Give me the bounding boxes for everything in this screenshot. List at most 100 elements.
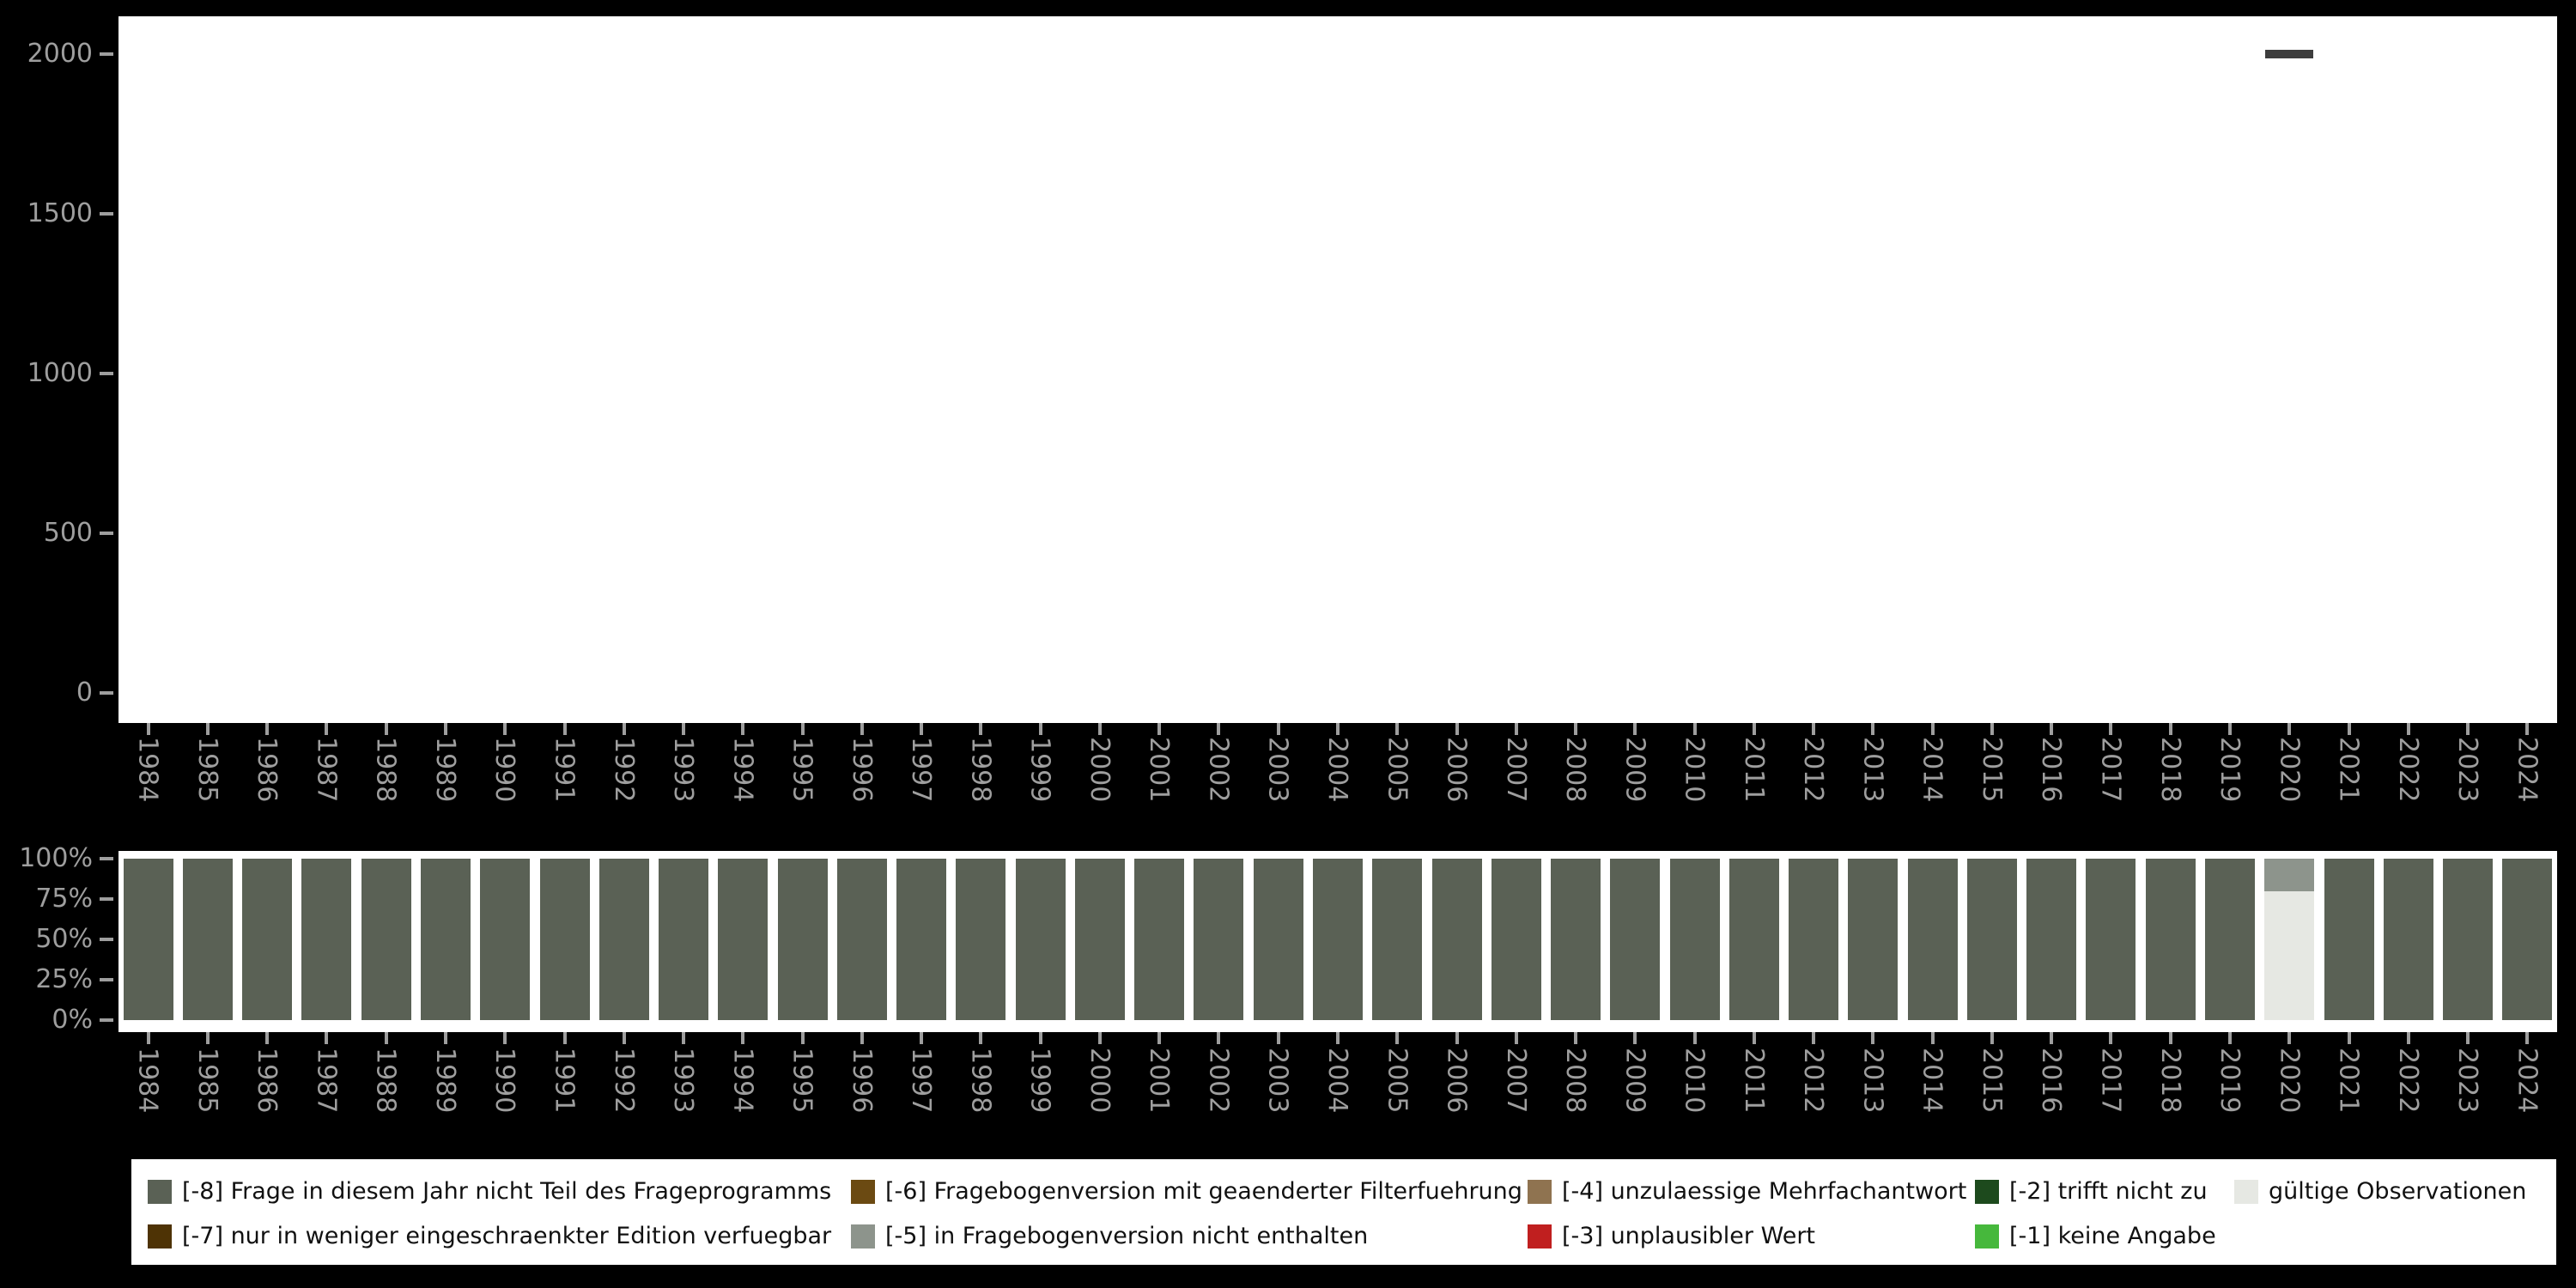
x-axis-year-label: 2010 [1679, 737, 1710, 803]
x-axis-year-label: 2020 [2274, 737, 2305, 803]
stacked-bar-segment [1907, 859, 1958, 1020]
x-axis-year-label: 2021 [2333, 737, 2364, 803]
x-axis-tick-mark [2406, 1032, 2410, 1044]
stacked-bar-segment [598, 859, 649, 1020]
x-axis-tick-mark [1812, 723, 1816, 735]
y-axis-tick-label: 100% [19, 843, 93, 873]
x-axis-year-label: 2000 [1084, 737, 1115, 803]
x-axis-tick-mark [1097, 1032, 1102, 1044]
stacked-bar-segment [2086, 859, 2136, 1020]
x-axis-year-label: 2009 [1619, 1048, 1650, 1114]
x-axis-year-label: 1999 [1024, 1048, 1055, 1114]
y-axis-tick-mark [100, 52, 113, 56]
x-axis-year-label: 1989 [429, 1048, 460, 1114]
x-axis-year-label: 2008 [1560, 1048, 1591, 1114]
x-axis-tick-mark [1990, 1032, 1994, 1044]
stacked-bar-segment [659, 859, 709, 1020]
x-axis-year-label: 2006 [1441, 737, 1472, 803]
legend-label: [-3] unplausibler Wert [1562, 1223, 1816, 1249]
x-axis-tick-mark [2347, 1032, 2351, 1044]
stacked-bar-segment [1789, 859, 1839, 1020]
y-axis-tick-mark [100, 857, 113, 860]
stacked-bar-segment [1491, 859, 1541, 1020]
x-axis-tick-mark [920, 1032, 924, 1044]
y-axis-tick-mark [100, 372, 113, 375]
stacked-bar-segment [242, 859, 293, 1020]
x-axis-tick-mark [1514, 1032, 1518, 1044]
x-axis-year-label: 2002 [1203, 1048, 1234, 1114]
stacked-bar-segment [301, 859, 352, 1020]
x-axis-tick-mark [1455, 1032, 1459, 1044]
x-axis-year-label: 1984 [132, 1048, 163, 1114]
x-axis-tick-mark [1990, 723, 1994, 735]
legend-swatch--5 [851, 1224, 875, 1249]
stacked-bar-segment [2324, 859, 2374, 1020]
x-axis-tick-mark [2525, 1032, 2530, 1044]
x-axis-year-label: 2010 [1679, 1048, 1710, 1114]
stacked-bar-segment [2264, 890, 2315, 1020]
legend-label: [-6] Fragebogenversion mit geaenderter F… [885, 1178, 1522, 1205]
legend-item: gültige Observationen [2234, 1179, 2526, 1205]
x-axis-tick-mark [1336, 1032, 1340, 1044]
legend-label: [-2] trifft nicht zu [2009, 1178, 2208, 1205]
y-axis-tick-label: 1500 [27, 198, 93, 228]
x-axis-year-label: 2012 [1798, 1048, 1829, 1114]
legend-swatch--2 [1975, 1180, 1999, 1204]
x-axis-year-label: 2013 [1857, 737, 1888, 803]
x-axis-tick-mark [205, 723, 210, 735]
x-axis-tick-mark [1455, 723, 1459, 735]
legend-label: [-4] unzulaessige Mehrfachantwort [1562, 1178, 1967, 1205]
x-axis-tick-mark [146, 723, 150, 735]
y-axis-tick-label: 25% [35, 964, 93, 994]
x-axis-year-label: 2005 [1382, 737, 1413, 803]
legend-label: [-1] keine Angabe [2009, 1223, 2216, 1249]
stacked-bar-segment [1551, 859, 1601, 1020]
y-axis-tick-label: 0 [76, 677, 93, 708]
x-axis-tick-mark [1395, 723, 1400, 735]
x-axis-tick-mark [1812, 1032, 1816, 1044]
x-axis-tick-mark [2168, 1032, 2172, 1044]
x-axis-year-label: 2007 [1500, 1048, 1531, 1114]
y-axis-tick-mark [100, 938, 113, 941]
x-axis-year-label: 1995 [787, 1048, 817, 1114]
x-axis-tick-mark [682, 723, 686, 735]
x-axis-tick-mark [1633, 723, 1637, 735]
x-axis-year-label: 2000 [1084, 1048, 1115, 1114]
x-axis-tick-mark [800, 1032, 805, 1044]
legend-swatch--3 [1528, 1224, 1552, 1249]
x-axis-year-label: 2022 [2392, 737, 2423, 803]
x-axis-year-label: 1986 [252, 1048, 283, 1114]
x-axis-year-label: 1986 [252, 737, 283, 803]
x-axis-tick-mark [2466, 723, 2470, 735]
legend-swatch--1 [1975, 1224, 1999, 1249]
stacked-bar-segment [2383, 859, 2433, 1020]
x-axis-year-label: 1993 [668, 737, 699, 803]
y-axis-tick-label: 50% [35, 924, 93, 954]
legend-swatch--6 [851, 1180, 875, 1204]
legend-item: [-1] keine Angabe [1975, 1224, 2216, 1249]
x-axis-tick-mark [920, 723, 924, 735]
x-axis-year-label: 1984 [132, 737, 163, 803]
x-axis-year-label: 1998 [965, 737, 996, 803]
x-axis-tick-mark [1574, 1032, 1578, 1044]
x-axis-year-label: 2022 [2392, 1048, 2423, 1114]
x-axis-tick-mark [2287, 723, 2292, 735]
legend-label: gültige Observationen [2269, 1178, 2527, 1205]
legend-swatch--7 [148, 1224, 172, 1249]
x-axis-year-label: 1994 [727, 1048, 758, 1114]
x-axis-tick-mark [2347, 723, 2351, 735]
legend-item: [-8] Frage in diesem Jahr nicht Teil des… [148, 1179, 831, 1205]
x-axis-year-label: 2019 [2215, 737, 2245, 803]
x-axis-tick-mark [1930, 723, 1935, 735]
x-axis-tick-mark [1276, 1032, 1280, 1044]
x-axis-year-label: 1988 [370, 737, 401, 803]
x-axis-year-label: 2005 [1382, 1048, 1413, 1114]
stacked-bar-segment [1015, 859, 1066, 1020]
x-axis-year-label: 2024 [2512, 737, 2543, 803]
x-axis-tick-mark [1217, 1032, 1221, 1044]
stacked-bar-segment [1610, 859, 1661, 1020]
x-axis-tick-mark [1514, 723, 1518, 735]
x-axis-year-label: 2006 [1441, 1048, 1472, 1114]
legend-label: [-7] nur in weniger eingeschraenkter Edi… [182, 1223, 832, 1249]
stacked-bar-segment [1372, 859, 1423, 1020]
